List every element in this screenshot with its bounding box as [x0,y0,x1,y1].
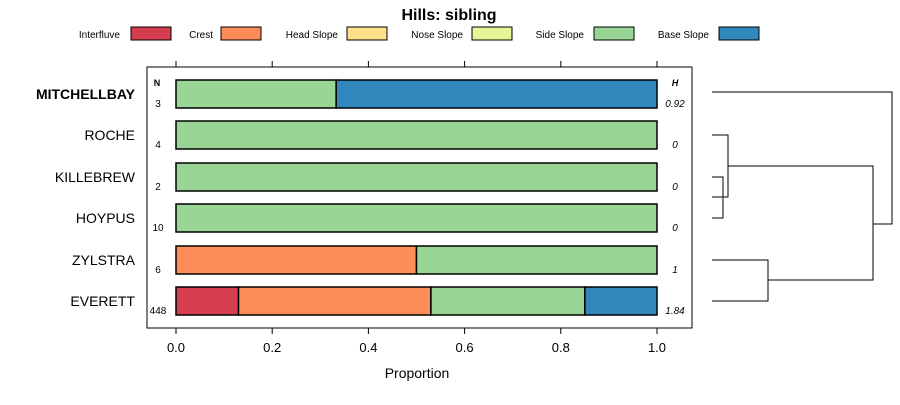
chart-title: Hills: sibling [401,7,496,24]
legend-swatch-interfluve [130,26,172,41]
n-value: 10 [152,223,164,234]
bar-segment-side-slope [415,245,658,275]
x-tick-label: 0.8 [552,340,570,355]
legend-label-crest: Crest [189,30,213,41]
x-tick-label: 0.6 [456,340,474,355]
bar-segment-side-slope [175,79,337,109]
legend-label-base-slope: Base Slope [658,30,710,41]
x-axis-label: Proportion [385,365,450,381]
n-value: 3 [155,99,161,110]
bar-segment-side-slope [175,162,658,192]
h-value: 0 [672,140,678,151]
h-value: 1 [672,265,678,276]
bar-segment-crest [237,286,432,316]
bar-row-mitchellbay: MITCHELLBAY 3 0.92 [36,79,685,110]
x-tick-label: 0.2 [263,340,281,355]
legend-label-side-slope: Side Slope [536,30,585,41]
h-value: 0.92 [665,99,685,110]
dendrogram-branch [712,134,729,198]
category-label: ROCHE [84,127,135,143]
category-label: MITCHELLBAY [36,86,136,102]
category-label: KILLEBREW [55,169,136,185]
x-tick-label: 0.0 [167,340,185,355]
dendrogram [712,91,893,302]
legend-label-head-slope: Head Slope [286,30,339,41]
x-tick-label: 0.4 [359,340,377,355]
dendrogram-branch [768,224,874,281]
bar-segment-crest [175,245,418,275]
legend-swatch-base-slope [718,26,760,41]
bar-row-everett: EVERETT 448 1.84 [70,286,685,317]
legend-label-interfluve: Interfluve [79,30,121,41]
bar-segment-base-slope [584,286,658,316]
n-header: N [154,78,161,88]
n-value: 2 [155,182,161,193]
bar-segment-side-slope [175,203,658,233]
legend-label-nose-slope: Nose Slope [411,30,463,41]
bar-row-roche: ROCHE 4 0 [84,120,678,151]
x-axis: 0.0 0.2 0.4 0.6 0.8 1.0 [167,61,666,355]
legend: Interfluve Crest Head Slope Nose Slope Side … [79,26,760,41]
h-value: 1.84 [665,306,685,317]
category-label: HOYPUS [76,210,135,226]
h-value: 0 [672,182,678,193]
dendrogram-branch [712,259,769,302]
category-label: ZYLSTRA [72,252,136,268]
h-header: H [672,78,679,88]
n-value: 4 [155,140,161,151]
n-value: 6 [155,265,161,276]
legend-swatch-head-slope [346,26,388,41]
x-tick-label: 1.0 [648,340,666,355]
bar-row-hoypus: HOYPUS 10 0 [76,203,678,234]
dendrogram-branch [712,91,893,225]
bar-segment-base-slope [335,79,658,109]
bar-segment-side-slope [430,286,586,316]
bar-row-killebrew: KILLEBREW 2 0 [55,162,678,193]
legend-swatch-crest [220,26,262,41]
h-value: 0 [672,223,678,234]
legend-swatch-side-slope [593,26,635,41]
bar-segment-interfluve [175,286,240,316]
category-label: EVERETT [70,293,135,309]
legend-swatch-nose-slope [471,26,513,41]
dendrogram-branch [728,165,874,224]
plot-frame [146,66,693,329]
bar-row-zylstra: ZYLSTRA 6 1 [72,245,678,276]
bar-segment-side-slope [175,120,658,150]
n-value: 448 [150,306,167,317]
